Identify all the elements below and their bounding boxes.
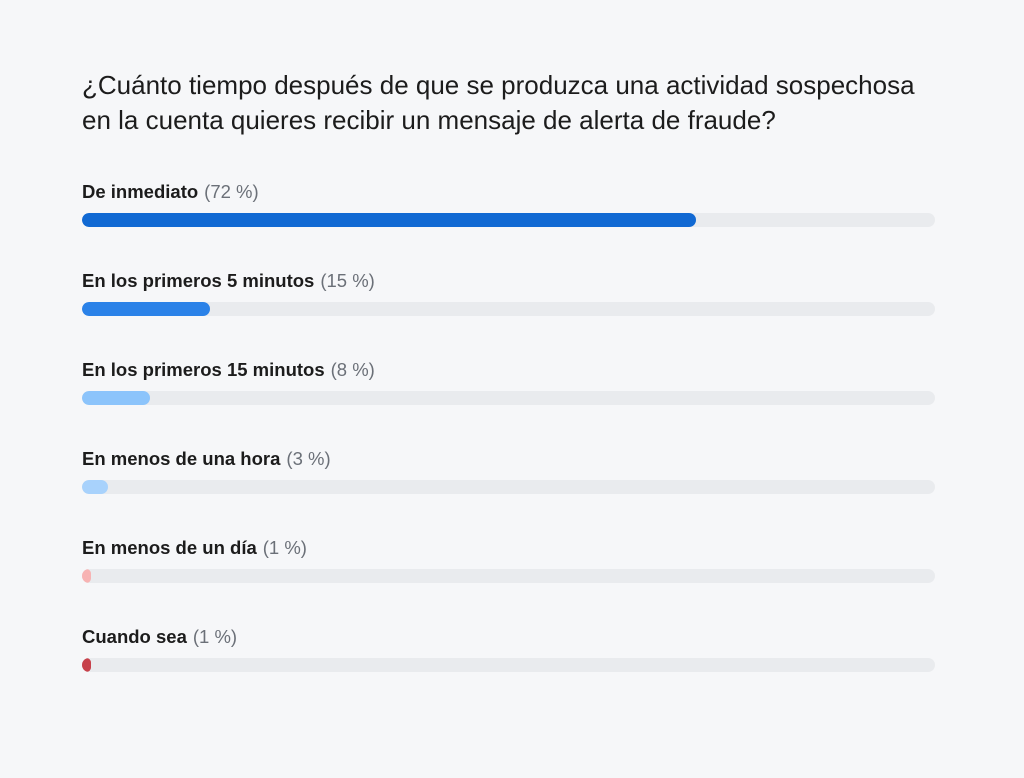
bar-track [82, 480, 935, 494]
bar-label: De inmediato (72 %) [82, 180, 935, 204]
value-label: (8 %) [330, 359, 375, 380]
bar-row: En los primeros 5 minutos (15 %) [82, 269, 935, 358]
category-label: En los primeros 5 minutos [82, 270, 315, 291]
bar-label: En menos de un día (1 %) [82, 536, 935, 560]
bar-label: En los primeros 15 minutos (8 %) [82, 358, 935, 382]
bar-fill [82, 391, 151, 405]
value-label: (1 %) [192, 626, 238, 647]
value-label: (1 %) [262, 537, 307, 558]
bar-fill [82, 302, 210, 316]
bar-track [82, 302, 935, 316]
value-label: (72 %) [204, 181, 259, 202]
bar-track [82, 213, 935, 227]
value-label: (3 %) [286, 448, 331, 469]
category-label: De inmediato [82, 181, 199, 202]
category-label: Cuando sea [82, 626, 187, 647]
bar-row: Cuando sea (1 %) [82, 625, 935, 714]
bar-track [82, 391, 935, 405]
bar-label: En los primeros 5 minutos (15 %) [82, 269, 935, 293]
category-label: En los primeros 15 minutos [82, 359, 325, 380]
survey-chart: ¿Cuánto tiempo después de que se produzc… [82, 68, 935, 714]
bar-row: En los primeros 15 minutos (8 %) [82, 358, 935, 447]
bar-fill [82, 569, 91, 583]
bar-track [82, 569, 935, 583]
bar-label: Cuando sea (1 %) [82, 625, 935, 649]
bar-fill [82, 658, 91, 672]
bar-label: En menos de una hora (3 %) [82, 447, 935, 471]
category-label: En menos de un día [82, 537, 257, 558]
category-label: En menos de una hora [82, 448, 281, 469]
bar-row: De inmediato (72 %) [82, 180, 935, 269]
bar-track [82, 658, 935, 672]
value-label: (15 %) [320, 270, 375, 291]
bar-row: En menos de un día (1 %) [82, 536, 935, 625]
bar-fill [82, 213, 697, 227]
chart-title: ¿Cuánto tiempo después de que se produzc… [82, 70, 915, 135]
bar-row: En menos de una hora (3 %) [82, 447, 935, 536]
bar-fill [82, 480, 108, 494]
bar-rows: De inmediato (72 %) En los primeros 5 minu… [82, 180, 935, 714]
